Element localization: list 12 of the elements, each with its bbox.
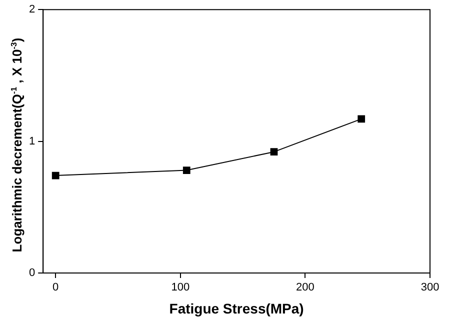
point: [270, 148, 278, 156]
point: [358, 115, 366, 123]
y-tick-label: 2: [28, 4, 36, 16]
x-tick-label: 200: [296, 282, 314, 294]
x-tick-label: 100: [171, 282, 190, 294]
x-tick-label: 300: [420, 282, 440, 294]
point: [52, 172, 60, 180]
x-tick-label: 0: [52, 282, 59, 294]
point: [182, 166, 190, 174]
y-tick-label: 0: [28, 267, 36, 280]
x-axis-title: Fatigue Stress(MPa): [169, 300, 304, 316]
y-tick-label: 1: [28, 135, 36, 148]
